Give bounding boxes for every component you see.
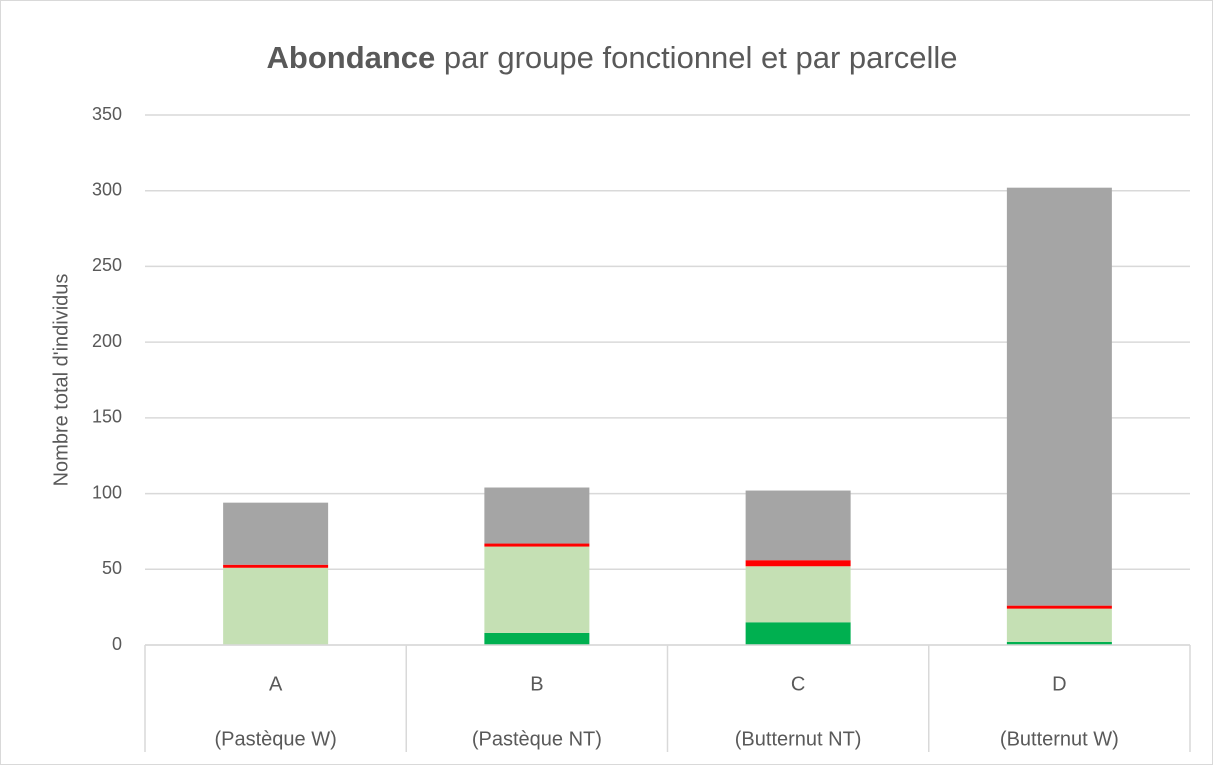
bar-segment (484, 543, 590, 547)
y-axis-label: Nombre total d'individus (50, 274, 72, 487)
y-tick-label: 150 (92, 407, 122, 427)
x-subcategory-label: (Butternut W) (1000, 728, 1119, 750)
x-tick-label: D (1052, 673, 1066, 695)
bar-segment (745, 622, 851, 645)
bar-segment (745, 566, 851, 623)
title-bold: Abondance (267, 40, 436, 75)
bar-segment (1006, 187, 1112, 606)
x-subcategory-label: (Pastèque NT) (472, 728, 602, 750)
bar-segment (745, 490, 851, 561)
x-subcategory-label: (Butternut NT) (735, 728, 862, 750)
bar-segment (223, 567, 329, 645)
y-tick-label: 200 (92, 331, 122, 351)
bar-segment (484, 632, 590, 645)
bar-segment (484, 546, 590, 633)
chart-title: Abondance par groupe fonctionnel et par … (267, 40, 958, 75)
bar-segment (1006, 605, 1112, 609)
bar-segment (223, 564, 329, 568)
y-tick-label: 50 (102, 558, 122, 578)
y-tick-label: 250 (92, 255, 122, 275)
bar-segment (1006, 608, 1112, 642)
bar-segment (745, 560, 851, 567)
bar-segment (223, 502, 329, 565)
y-tick-label: 100 (92, 482, 122, 502)
bar-segment (1006, 641, 1112, 645)
x-tick-label: B (530, 673, 543, 695)
x-tick-label: A (269, 673, 283, 695)
y-tick-label: 0 (112, 634, 122, 654)
bar-segment (484, 487, 590, 544)
y-tick-label: 350 (92, 104, 122, 124)
title-rest: par groupe fonctionnel et par parcelle (444, 40, 958, 75)
x-subcategory-label: (Pastèque W) (214, 728, 336, 750)
y-tick-label: 300 (92, 179, 122, 199)
x-tick-label: C (791, 673, 805, 695)
